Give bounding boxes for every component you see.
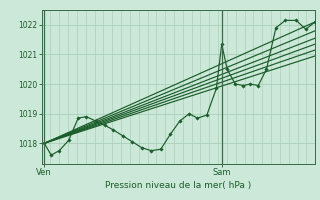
X-axis label: Pression niveau de la mer( hPa ): Pression niveau de la mer( hPa ) [105,181,252,190]
